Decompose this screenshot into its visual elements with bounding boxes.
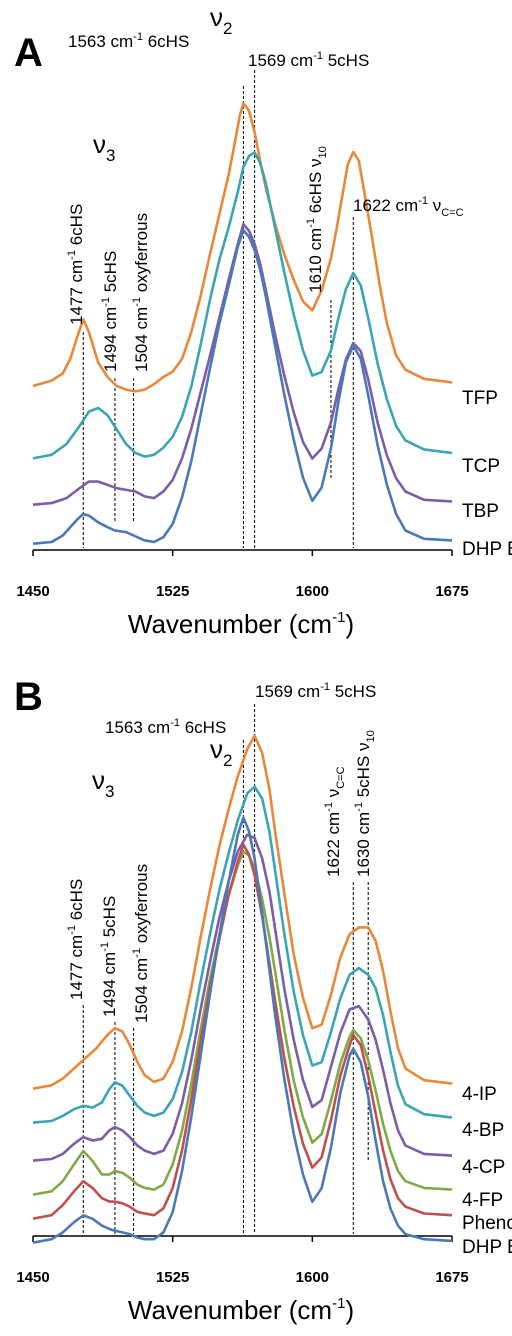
series-label: TCP [462,456,500,477]
series-label: 4-FP [462,1190,503,1211]
series-line-tfp [32,102,453,393]
peak-annotation: 1630 cm-1 5cHS ν10 [353,730,377,877]
chart-panel-b: B 1450 1525 1600 1675 Wavenumber (cm-1) 4-IP 4-… [14,675,512,1325]
band-label: ν2 [210,2,232,38]
x-axis-label: Wavenumber (cm-1) [128,1295,354,1325]
series-line-tbp [32,222,453,506]
x-tick-label: 1525 [156,1269,189,1286]
x-tick-label: 1600 [296,1269,329,1286]
peak-annotation: 1622 cm-1 νC=C [323,766,347,877]
series-line-dhp-b [32,816,453,1244]
band-label: ν2 [210,734,232,770]
series-line-4-bp [32,785,453,1124]
peak-annotation: 1494 cm-1 5cHS [99,896,119,1017]
band-label: ν3 [92,765,114,801]
x-tick-label: 1450 [16,1269,49,1286]
series-label: TBP [462,501,499,522]
peak-annotation: 1477 cm-1 6cHS [66,879,86,1000]
series-label: Phenol [462,1213,512,1234]
series-label: DHP B [462,1237,512,1258]
panel-label: B [14,675,43,719]
series-label: 4-IP [462,1084,497,1105]
series-label: DHP B [462,539,512,560]
peak-annotation: 1563 cm-1 6cHS [68,31,189,51]
series-label: TFP [462,388,498,409]
band-label: ν3 [93,129,115,165]
peak-annotation: 1504 cm-1 oxyferrous [131,864,151,1023]
x-tick-label: 1675 [435,583,468,600]
series-line-4-ip [32,734,453,1090]
series-line-dhp-b [32,228,453,545]
series-label: 4-CP [462,1157,505,1178]
x-tick-label: 1600 [296,583,329,600]
peak-annotation: 1610 cm-1 6cHS ν10 [305,146,329,293]
panel-label: A [14,31,43,75]
peak-annotation: 1569 cm-1 5cHS [248,50,369,70]
x-tick-label: 1450 [16,583,49,600]
x-tick-label: 1525 [156,583,189,600]
peak-annotation: 1622 cm-1 νC=C [353,195,464,219]
series-line-tcp [32,151,453,460]
peak-annotation: 1494 cm-1 5cHS [100,251,120,372]
series-line-4-cp [32,833,453,1162]
peak-annotation: 1504 cm-1 oxyferrous [131,213,151,372]
series-line-4-fp [32,850,453,1196]
chart-panel-a: A 1450 1525 1600 1675 Wavenumber (cm-1) TFP TCP… [14,2,512,639]
series-label: 4-BP [462,1120,504,1141]
peak-annotation: 1563 cm-1 6cHS [105,717,226,737]
x-tick-label: 1675 [435,1269,468,1286]
x-axis-label: Wavenumber (cm-1) [128,609,354,639]
peak-annotation: 1477 cm-1 6cHS [66,204,86,325]
series-line-phenol [32,843,453,1220]
peak-annotation: 1569 cm-1 5cHS [255,681,376,701]
